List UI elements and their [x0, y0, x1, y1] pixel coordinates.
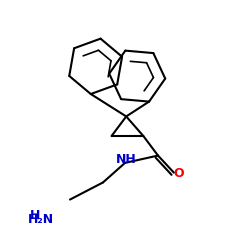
Text: NH: NH	[116, 153, 136, 166]
Text: H₂N: H₂N	[28, 212, 54, 226]
Text: H: H	[30, 209, 41, 222]
Text: O: O	[174, 168, 184, 180]
